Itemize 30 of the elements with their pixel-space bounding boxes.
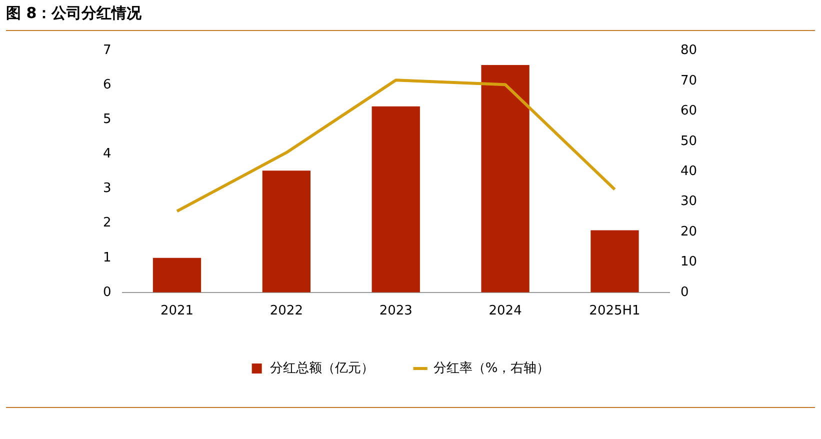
x-tick-label: 2021 [160, 304, 194, 319]
y-tick-label: 3 [102, 181, 112, 196]
y2-tick-label: 0 [680, 284, 689, 300]
bar [590, 230, 639, 292]
legend-label: 分红总额（亿元） [270, 360, 374, 376]
x-tick-label: 2025H1 [589, 304, 640, 319]
legend-label: 分红率（%，右轴） [433, 360, 550, 376]
y-tick-label: 6 [102, 78, 112, 93]
bar [372, 106, 420, 292]
bar [262, 170, 311, 292]
chart-title: 图 8：公司分红情况 [6, 4, 142, 23]
y2-tick-label: 40 [680, 164, 698, 179]
y-tick-label: 0 [102, 284, 112, 300]
x-tick-label: 2024 [488, 304, 522, 319]
x-tick-label: 2023 [379, 304, 412, 319]
y2-tick-label: 80 [680, 43, 698, 58]
y-tick-label: 4 [102, 146, 112, 162]
y-tick-label: 5 [102, 112, 112, 128]
bar [481, 64, 530, 292]
y2-tick-label: 70 [680, 73, 698, 88]
y-tick-label: 1 [102, 250, 112, 266]
bar [152, 258, 202, 292]
y2-tick-label: 20 [680, 224, 698, 240]
x-tick-label: 2022 [270, 304, 303, 319]
y-tick-label: 7 [102, 43, 112, 58]
y2-tick-label: 60 [680, 104, 698, 119]
y2-tick-label: 30 [680, 194, 698, 210]
y2-tick-label: 10 [680, 254, 698, 270]
y-tick-label: 2 [102, 216, 112, 231]
y2-tick-label: 50 [680, 134, 698, 149]
